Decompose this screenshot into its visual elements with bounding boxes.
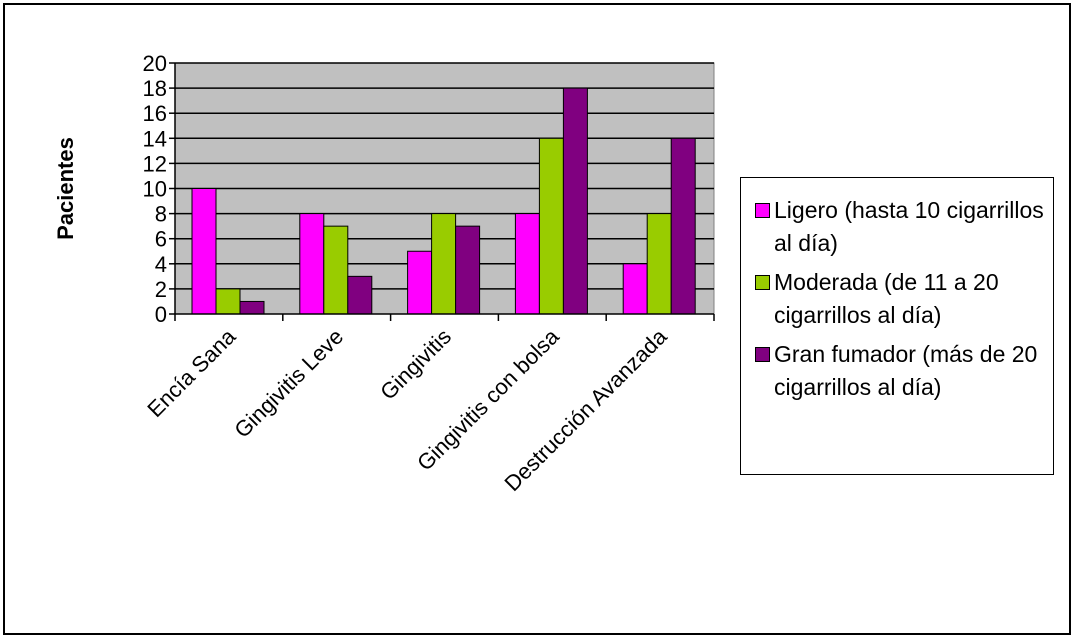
legend-swatch	[755, 275, 770, 290]
y-tick-label: 20	[143, 51, 167, 76]
bar	[646, 213, 672, 315]
y-tick-label: 10	[143, 177, 167, 202]
bar	[191, 188, 217, 315]
legend-swatch	[755, 347, 770, 362]
category-label: Encía Sana	[142, 323, 241, 422]
y-tick-label: 2	[155, 277, 167, 302]
y-tick-label: 12	[143, 151, 167, 176]
y-tick-label: 14	[143, 126, 167, 151]
category-label: Gingivitis Leve	[229, 324, 348, 443]
bar	[431, 213, 457, 315]
bar	[407, 250, 433, 315]
legend-label: Moderada (de 11 a 20 cigarrillos al día)	[774, 269, 999, 328]
category-label: Gingivitis	[375, 324, 456, 405]
y-tick-label: 18	[143, 76, 167, 101]
legend: Ligero (hasta 10 cigarrillos al día) Mode…	[740, 177, 1054, 475]
bar	[347, 275, 373, 315]
y-tick-label: 4	[155, 252, 167, 277]
bar	[670, 137, 696, 315]
bar	[622, 263, 648, 315]
bar	[239, 300, 265, 315]
legend-label: Gran fumador (más de 20 cigarrillos al d…	[774, 341, 1038, 400]
bar	[299, 213, 325, 315]
y-tick-label: 16	[143, 101, 167, 126]
chart-frame: 0 2 4 6 8 10 12 14 16 18 20 Encía Sana Gingivitis Le…	[3, 3, 1071, 635]
bar	[455, 225, 481, 315]
y-tick-label: 8	[155, 202, 167, 227]
legend-swatch	[755, 203, 770, 218]
y-tick-label: 0	[155, 302, 167, 327]
bar	[538, 137, 564, 315]
bar	[562, 87, 588, 315]
legend-label: Ligero (hasta 10 cigarrillos al día)	[774, 197, 1044, 256]
y-axis-label: Pacientes	[53, 137, 78, 240]
legend-item: Moderada (de 11 a 20 cigarrillos al día)	[755, 266, 1047, 332]
legend-item: Ligero (hasta 10 cigarrillos al día)	[755, 194, 1047, 260]
bar	[323, 225, 349, 315]
bar	[514, 213, 540, 315]
y-tick-label: 6	[155, 227, 167, 252]
bar	[215, 288, 241, 315]
legend-item: Gran fumador (más de 20 cigarrillos al d…	[755, 338, 1047, 404]
